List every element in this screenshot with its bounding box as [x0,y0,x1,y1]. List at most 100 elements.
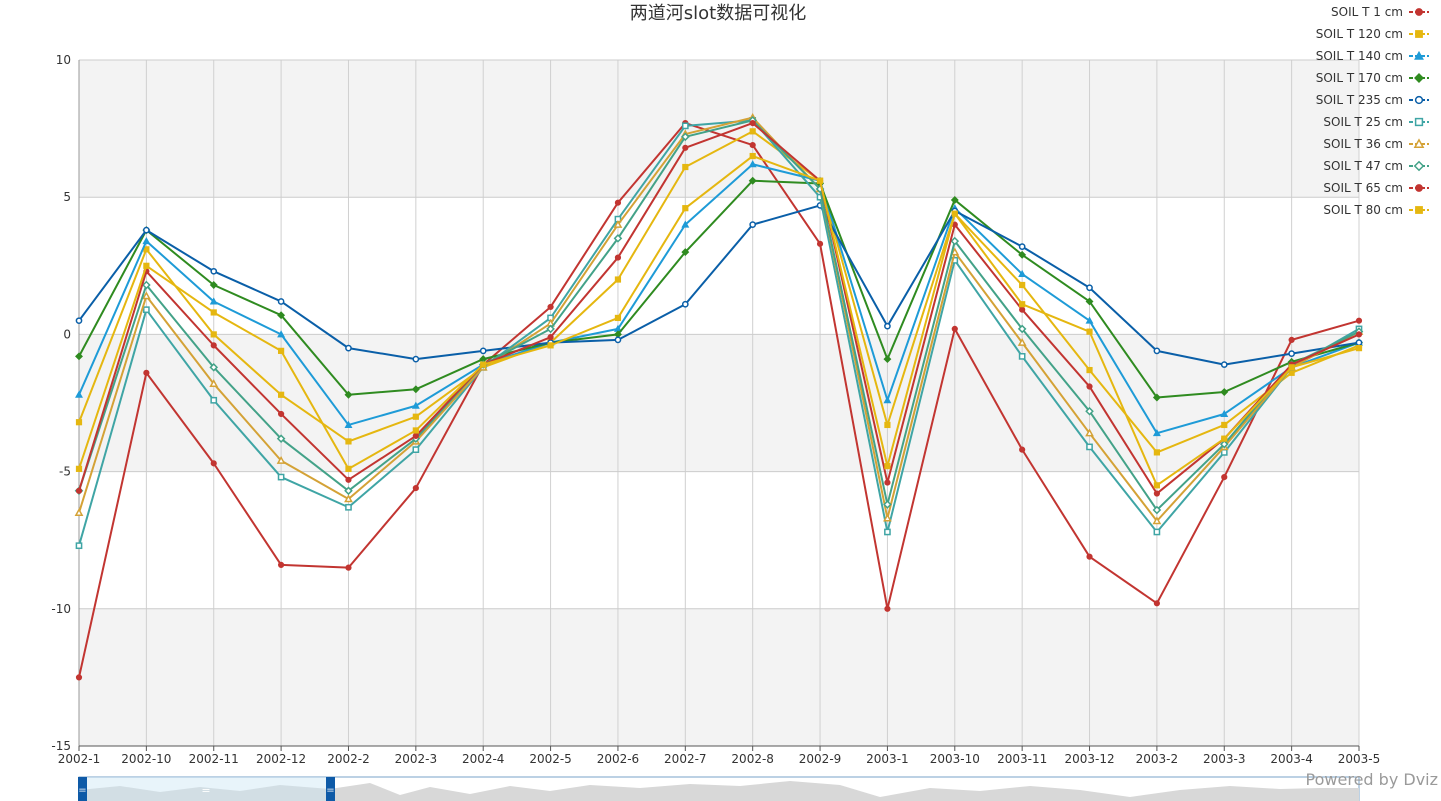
data-point [144,370,149,375]
y-axis: 10 5 0 -5 -10 -15 [51,53,79,753]
legend-item: SOIL T 235 cm [1316,93,1429,107]
data-point [413,356,418,361]
zoom-window-grip: = [201,784,210,797]
y-tick-label: 5 [63,190,71,204]
x-tick-label: 2002-2 [327,752,370,766]
data-point [1289,337,1294,342]
legend-label: SOIL T 1 cm [1331,5,1403,19]
y-tick-label: 0 [63,327,71,341]
data-point [885,422,890,427]
data-point [211,269,216,274]
x-tick-label: 2002-8 [731,752,774,766]
data-point [211,310,216,315]
legend-label: SOIL T 80 cm [1323,203,1403,217]
legend-item: SOIL T 140 cm [1316,49,1429,63]
x-tick-label: 2002-10 [121,752,171,766]
legend-item: SOIL T 170 cm [1316,71,1429,85]
data-point [615,200,620,205]
x-tick-label: 2003-11 [997,752,1047,766]
x-tick-label: 2002-9 [799,752,842,766]
data-point [1020,302,1025,307]
legend-marker [1416,207,1423,214]
data-point [346,439,351,444]
data-zoom-slider[interactable]: = = = [78,777,1359,801]
legend-marker [1416,185,1423,192]
x-tick-label: 2002-12 [256,752,306,766]
data-point [144,228,149,233]
data-point [279,392,284,397]
data-point [1020,447,1025,452]
x-tick-label: 2002-4 [462,752,505,766]
data-point [1356,346,1361,351]
data-point [76,488,81,493]
legend-item: SOIL T 120 cm [1316,27,1429,41]
data-point [1289,351,1294,356]
x-tick-label: 2002-6 [597,752,640,766]
data-point [1154,450,1159,455]
legend-marker [1416,97,1423,104]
data-point [683,302,688,307]
plot-band [79,472,1359,609]
x-tick-label: 2002-3 [395,752,438,766]
data-point [885,324,890,329]
data-point [279,348,284,353]
data-point [279,411,284,416]
data-point [1356,332,1361,337]
y-tick-label: -5 [59,465,71,479]
data-point [1154,529,1159,534]
data-point [76,675,81,680]
data-point [548,304,553,309]
data-point [211,398,216,403]
data-point [346,466,351,471]
legend-label: SOIL T 140 cm [1316,49,1403,63]
legend-item: SOIL T 36 cm [1323,137,1429,151]
data-point [885,464,890,469]
data-point [615,255,620,260]
data-point [1356,340,1361,345]
data-point [481,348,486,353]
data-point [413,433,418,438]
data-point [615,337,620,342]
data-point [683,206,688,211]
data-point [885,529,890,534]
data-point [76,543,81,548]
data-point [1222,362,1227,367]
x-tick-label: 2003-5 [1338,752,1381,766]
data-point [76,420,81,425]
data-point [1154,483,1159,488]
data-point [1020,282,1025,287]
data-point [1222,474,1227,479]
data-point [683,164,688,169]
data-point [1356,318,1361,323]
zoom-handle-right-grip: = [326,785,334,796]
powered-by-label: Powered by Dviz [1306,770,1438,789]
data-point [211,332,216,337]
data-point [1222,422,1227,427]
data-point [279,299,284,304]
data-point [1020,244,1025,249]
legend-marker [1415,74,1424,83]
data-point [750,153,755,158]
data-point [76,318,81,323]
data-point [1289,365,1294,370]
data-point [683,123,688,128]
zoom-handle-left-grip: = [78,785,86,796]
legend-label: SOIL T 120 cm [1316,27,1403,41]
data-point [144,263,149,268]
y-tick-label: -15 [51,739,71,753]
data-point [76,466,81,471]
data-point [952,326,957,331]
x-tick-label: 2002-5 [529,752,572,766]
legend-marker [1415,162,1424,171]
x-tick-label: 2003-12 [1064,752,1114,766]
data-point [1222,436,1227,441]
legend-item: SOIL T 65 cm [1323,181,1429,195]
data-point [413,428,418,433]
data-point [144,307,149,312]
data-point [1154,348,1159,353]
data-point [615,277,620,282]
data-point [1020,354,1025,359]
legend-label: SOIL T 170 cm [1316,71,1403,85]
y-tick-label: 10 [56,53,71,67]
